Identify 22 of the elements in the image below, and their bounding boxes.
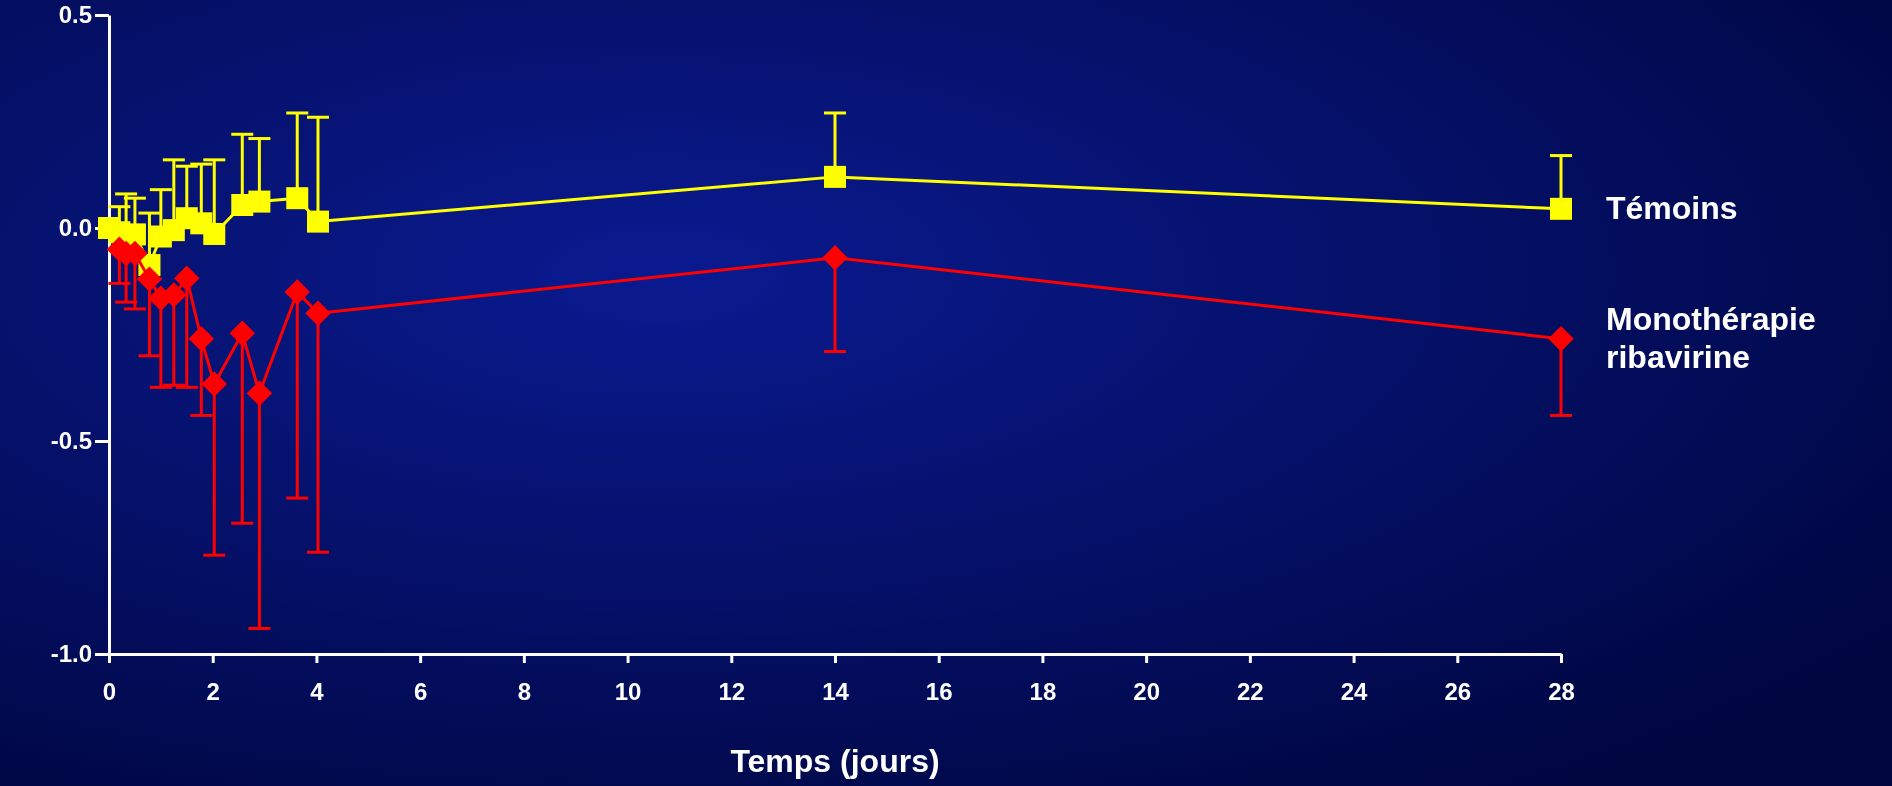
x-tick-label: 10 [614,677,642,705]
y-tick-label: 0.0 [58,214,92,242]
x-tick-label: 2 [206,677,220,705]
x-tick-label: 0 [102,677,117,705]
x-tick-label: 6 [413,677,428,705]
x-axis-title: Temps (jours) [730,743,940,779]
y-tick-label: 0.5 [58,1,92,29]
x-tick-label: 24 [1340,677,1369,705]
x-tick-label: 18 [1029,677,1057,705]
x-tick-label: 12 [718,677,746,705]
series-label: Monothérapie ribavirine [1606,300,1816,376]
x-tick-label: 8 [517,677,532,705]
y-tick-label: -0.5 [50,427,92,455]
y-tick-label: -1.0 [50,640,92,668]
x-tick-label: 26 [1444,677,1472,705]
x-tick-label: 20 [1133,677,1160,705]
x-tick-label: 22 [1237,677,1264,705]
series-label: Témoins [1606,189,1738,226]
x-tick-label: 16 [925,677,953,705]
x-tick-label: 28 [1548,677,1575,705]
x-tick-label: 4 [310,677,325,705]
x-tick-label: 14 [822,677,850,705]
